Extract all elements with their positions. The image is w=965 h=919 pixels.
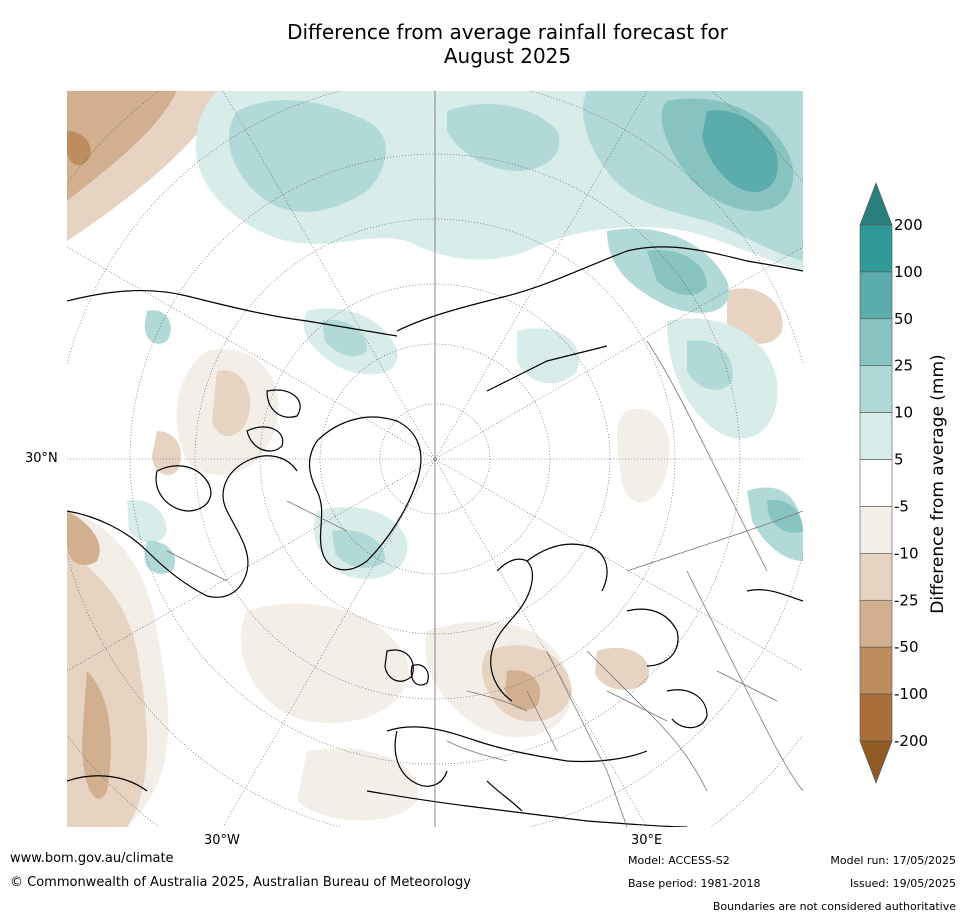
map-title: Difference from average rainfall forecas… [220,20,795,68]
dry-anomaly-regions [67,91,783,827]
colorbar-extend-top [859,182,893,226]
footer-disclaimer: Boundaries are not considered authoritat… [712,900,956,913]
footer-model-run: Model run: 17/05/2025 [830,854,956,867]
colorbar-bins [859,182,893,784]
colorbar-tick-label: 10 [894,404,913,422]
longitude-label-30w: 30°W [204,833,240,848]
colorbar-bin [859,553,893,601]
colorbar: 200 100 50 25 10 5 -5 -10 -25 -50 -100 -200 [859,182,928,784]
graticule [67,91,803,827]
footer-base-period: Base period: 1981-2018 [628,877,761,890]
footer-copyright: © Commonwealth of Australia 2025, Austra… [10,875,471,890]
title-line-2: August 2025 [443,44,572,68]
colorbar-tick-label: 25 [894,357,913,375]
colorbar-tick-label: 100 [894,263,923,281]
footer-issued: Issued: 19/05/2025 [849,877,956,890]
colorbar-tick-label: 50 [894,310,913,328]
colorbar-tick-label: 200 [894,216,923,234]
latitude-label-30n: 30°N [25,451,58,466]
colorbar-bin [859,646,893,695]
footer-model: Model: ACCESS-S2 [628,854,730,867]
country-borders [166,340,803,827]
colorbar-tick-label: -100 [894,685,928,703]
longitude-label-30e: 30°E [631,833,663,848]
colorbar-ticks: 200 100 50 25 10 5 -5 -10 -25 -50 -100 -200 [894,216,928,750]
colorbar-bin [859,318,893,367]
rainfall-anomaly-map [67,91,803,827]
colorbar-tick-label: -50 [894,638,919,656]
colorbar-bin [859,459,893,507]
colorbar-tick-label: 5 [894,451,904,469]
colorbar-bin [859,412,893,460]
colorbar-bin [859,599,893,648]
colorbar-bin [859,506,893,554]
colorbar-tick-label: -5 [894,497,909,515]
title-line-1: Difference from average rainfall forecas… [287,20,728,44]
colorbar-tick-label: -10 [894,544,919,562]
colorbar-tick-label: -200 [894,732,928,750]
colorbar-tick-label: -25 [894,591,919,609]
wet-anomaly-regions [127,91,803,580]
colorbar-bin [859,693,893,742]
footer-url[interactable]: www.bom.gov.au/climate [10,851,174,866]
colorbar-bin [859,365,893,413]
colorbar-extend-bottom [859,740,893,784]
colorbar-bin [859,271,893,320]
colorbar-bin [859,224,893,273]
coastlines [67,246,803,827]
colorbar-label: Difference from average (mm) [928,354,948,614]
